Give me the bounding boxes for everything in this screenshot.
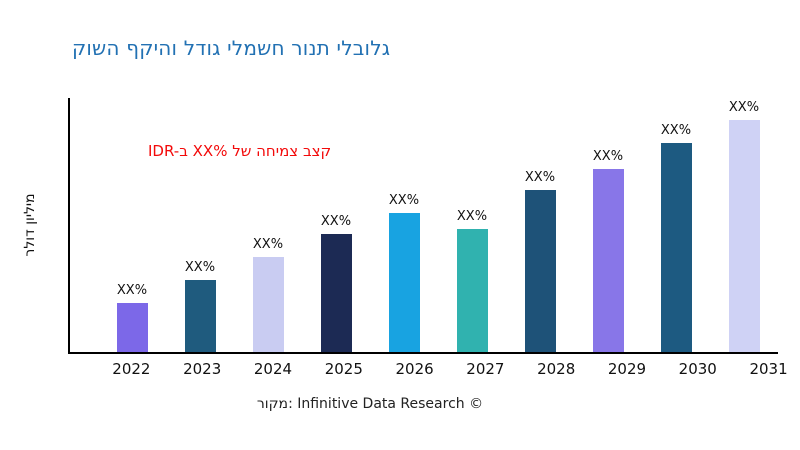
bar-value-label-2029: XX% bbox=[592, 148, 624, 164]
bar-group-2026: XX% bbox=[370, 193, 438, 352]
bar-2029 bbox=[592, 168, 624, 352]
bar-value-label-2030: XX% bbox=[660, 123, 692, 139]
bar-value-label-2024: XX% bbox=[252, 236, 284, 252]
bar-value-label-2031: XX% bbox=[728, 100, 760, 115]
source-footer: רוקמ: Infinitive Data Research © bbox=[256, 396, 484, 412]
bar-2022 bbox=[116, 303, 148, 352]
x-tick-2024: 2024 bbox=[253, 360, 293, 378]
bar-2026 bbox=[388, 212, 420, 352]
x-tick-2025: 2025 bbox=[324, 360, 363, 378]
x-tick-2028: 2028 bbox=[537, 360, 576, 378]
bar-value-label-2027: XX% bbox=[456, 209, 488, 225]
x-axis-labels: 2022 2023 2024 2025 2026 2027 2028 2029 2030 2031 bbox=[68, 360, 800, 378]
x-tick-2022: 2022 bbox=[112, 360, 151, 378]
x-tick-2031: 2031 bbox=[749, 360, 788, 378]
bar-group-2023: XX% bbox=[166, 260, 234, 352]
bar-group-2030: XX% bbox=[642, 123, 710, 352]
bar-value-label-2023: XX% bbox=[184, 260, 216, 276]
bar-2031 bbox=[728, 120, 760, 352]
bar-group-2025: XX% bbox=[302, 214, 370, 352]
bar-group-2028: XX% bbox=[506, 170, 574, 352]
bar-2028 bbox=[524, 189, 556, 352]
bars-container: XX% XX% XX% XX% XX% XX% XX% XX% XX% XX% bbox=[70, 98, 778, 352]
bar-2024 bbox=[252, 256, 284, 352]
bar-group-2024: XX% bbox=[234, 237, 302, 352]
bar-value-label-2026: XX% bbox=[388, 192, 420, 208]
chart-area: רלוד ןוילימ IDR-ב XX% לש החימצ בצק XX% XX… bbox=[22, 98, 788, 378]
x-tick-2023: 2023 bbox=[183, 360, 222, 378]
bar-value-label-2028: XX% bbox=[524, 169, 556, 185]
x-tick-2030: 2030 bbox=[678, 360, 717, 378]
x-tick-2027: 2027 bbox=[466, 360, 505, 378]
bar-value-label-2022: XX% bbox=[116, 283, 148, 299]
x-tick-2029: 2029 bbox=[607, 360, 647, 378]
x-tick-2026: 2026 bbox=[395, 360, 434, 378]
bar-group-2029: XX% bbox=[574, 149, 642, 352]
bar-2030 bbox=[660, 143, 692, 352]
bar-2025 bbox=[320, 233, 352, 352]
growth-annotation: IDR-ב XX% לש החימצ בצק bbox=[148, 142, 332, 160]
bar-value-label-2025: XX% bbox=[320, 213, 352, 229]
plot-area: IDR-ב XX% לש החימצ בצק XX% XX% XX% XX% XX% XX… bbox=[68, 98, 778, 354]
bar-2027 bbox=[456, 229, 488, 352]
chart-title: קושה ףקיהו לדוג ילמשח רונת ילבולג bbox=[72, 36, 391, 60]
bar-group-2031: XX% bbox=[710, 100, 778, 352]
y-axis-label: רלוד ןוילימ bbox=[22, 193, 38, 257]
bar-2023 bbox=[184, 280, 216, 352]
bar-group-2027: XX% bbox=[438, 209, 506, 352]
bar-group-2022: XX% bbox=[98, 283, 166, 352]
